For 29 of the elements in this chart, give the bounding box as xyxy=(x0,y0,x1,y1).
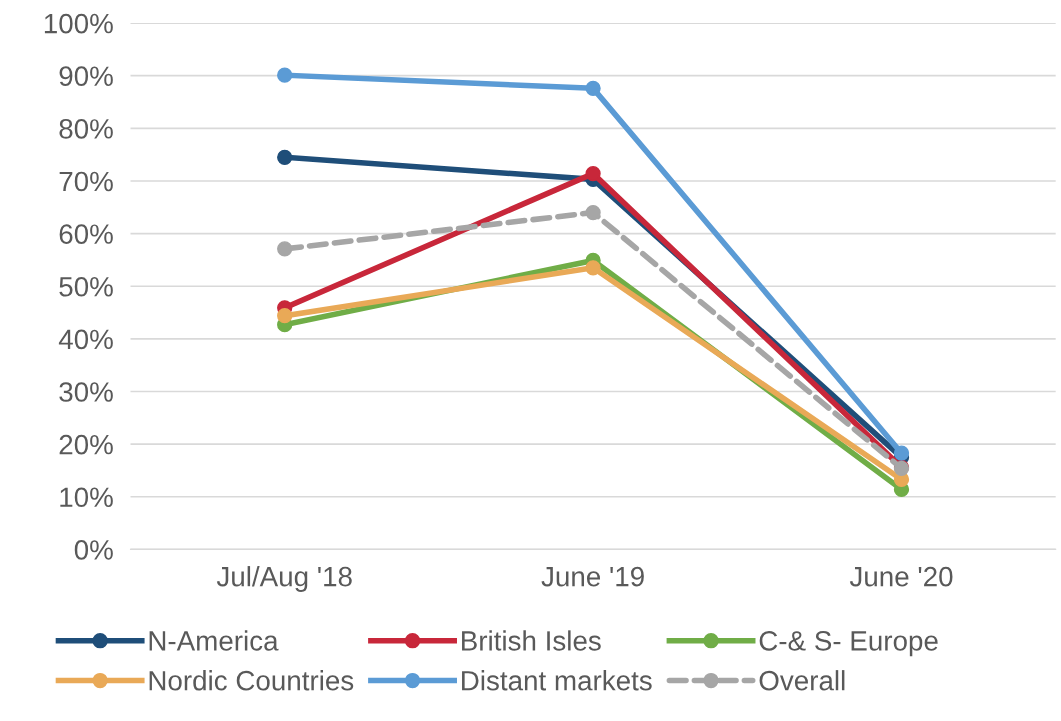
legend-label: Distant markets xyxy=(462,670,652,691)
y-tick-label: 100% xyxy=(44,13,113,34)
point xyxy=(893,445,910,461)
y-tick-label: 40% xyxy=(58,329,113,350)
point xyxy=(277,67,293,83)
y-tick-label: 50% xyxy=(59,276,113,297)
point xyxy=(277,149,293,165)
point xyxy=(585,165,601,182)
y-tick-label: 90% xyxy=(59,66,113,87)
point xyxy=(277,241,293,257)
x-tick-label: June '20 xyxy=(849,566,953,587)
y-tick-label: 80% xyxy=(59,119,113,139)
legend-label: Nordic Countries xyxy=(149,670,354,691)
x-tick-label: June '19 xyxy=(541,566,644,587)
legend-label: Overall xyxy=(759,670,845,691)
legend-label: C-& S- Europe xyxy=(759,631,938,657)
y-tick-label: 70% xyxy=(59,171,113,192)
y-tick-label: 30% xyxy=(59,382,113,402)
x-tick-label: Jul/Aug '18 xyxy=(216,566,352,592)
point xyxy=(585,80,601,96)
y-tick-label: 20% xyxy=(59,434,113,455)
point xyxy=(585,204,601,221)
legend-label: British Isles xyxy=(462,630,601,651)
legend-label: N-America xyxy=(149,630,279,651)
point xyxy=(277,308,293,324)
y-tick-label: 10% xyxy=(60,487,113,508)
y-tick-label: 60% xyxy=(59,224,113,244)
point xyxy=(585,260,601,276)
y-tick-label: 0% xyxy=(74,540,113,560)
